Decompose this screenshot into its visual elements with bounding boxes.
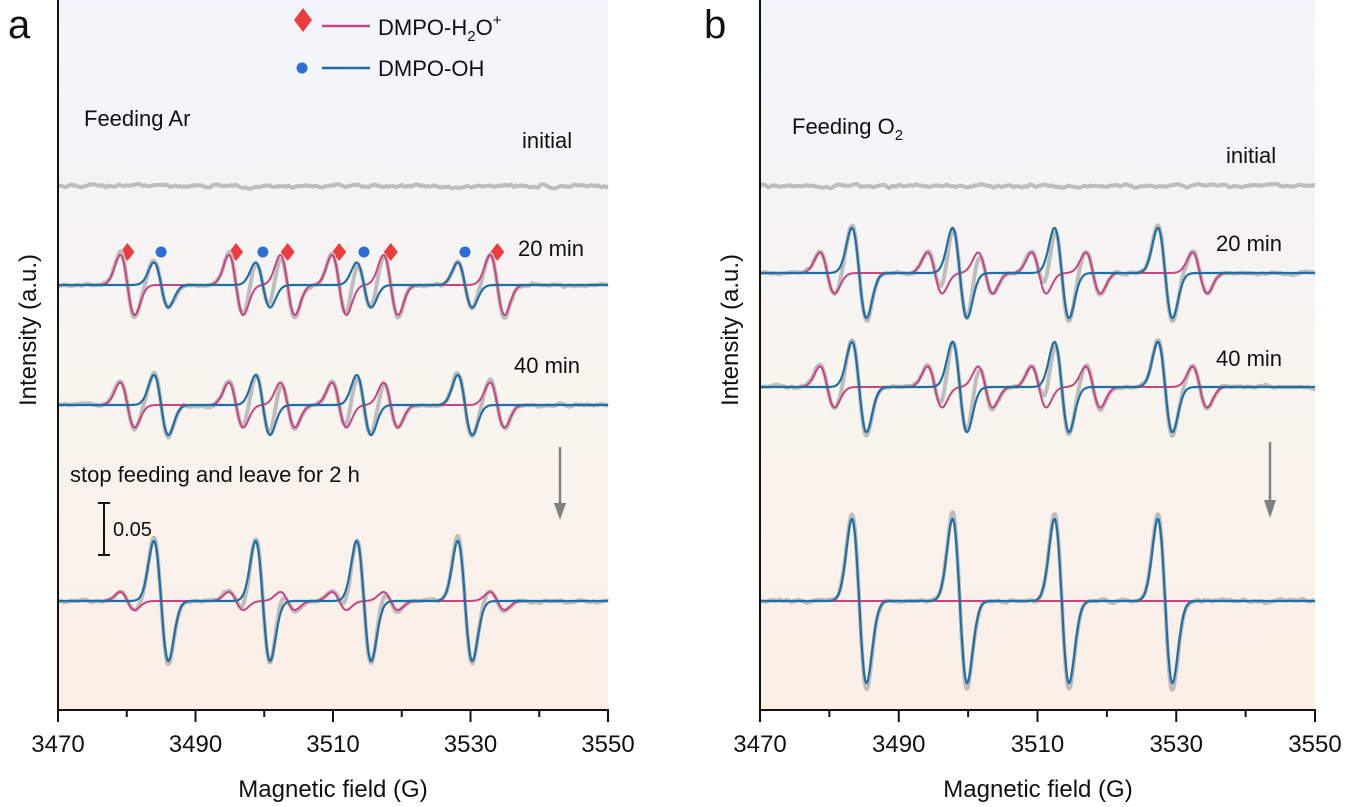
panel-a-annotation: stop feeding and leave for 2 h [70,462,360,487]
panel-b-label-40min: 40 min [1216,346,1282,371]
panel-a-x-axis: 3470 3490 3510 3530 3550 [31,0,635,758]
panel-b-tick-label: 3530 [1150,731,1203,758]
panel-b-experimental-trace-0 [758,181,1317,191]
panel-b-background [760,0,1315,710]
panel-b-dmpo-oh-fit-3 [760,517,1315,685]
panel-b-x-label: Magnetic field (G) [943,776,1132,803]
panel-a-x-label: Magnetic field (G) [238,776,427,803]
panel-b-title: Feeding O2 [792,114,903,144]
panel-a-dmpo-oh-fit-3 [58,539,608,663]
panel-b-dmpo-oh-fit-1 [760,226,1315,320]
panel-a-y-label: Intensity (a.u.) [15,254,42,406]
panel-a-tick-label: 3530 [444,731,497,758]
dmpo-oh-peak-marker [459,246,471,258]
panel-a-tick-label: 3490 [169,731,222,758]
legend-h2o-marker [294,8,312,32]
panel-a-experimental-trace-0 [56,181,610,191]
panel-a: a Feeding Ar DMPO-H2O+ DMPO-OH initial 2… [8,0,635,803]
legend-oh-label: DMPO-OH [378,56,484,81]
panel-b-label-initial: initial [1226,143,1276,168]
panel-a-label-40min: 40 min [514,353,580,378]
panel-b-label-20min: 20 min [1216,231,1282,256]
panel-a-arrow [554,447,566,520]
dmpo-oh-peak-marker [257,246,269,258]
legend-h2o-label: DMPO-H2O+ [378,12,502,45]
panel-a-title: Feeding Ar [84,106,190,131]
panel-b-tick-label: 3510 [1011,731,1064,758]
panel-a-dmpo-oh-fit-2 [58,373,608,437]
panel-b-x-axis: 3470 3490 3510 3530 3550 [733,0,1342,758]
panel-b-arrow-head [1264,500,1276,518]
panel-b-dmpo-oh-fit-2 [760,340,1315,434]
panel-b-tick-label: 3550 [1288,731,1341,758]
panel-a-traces [56,181,610,667]
panel-b-arrow [1264,442,1276,518]
panel-a-letter: a [8,3,31,47]
panel-b: b Feeding O2 initial 20 min 40 min 3470 3… [704,0,1342,803]
panel-a-arrow-head [554,503,566,520]
panel-a-tick-label: 3550 [581,731,634,758]
dmpo-oh-peak-marker [358,246,370,258]
panel-a-dmpo-h2o-fit-1 [58,253,608,317]
panel-b-tick-label: 3490 [872,731,925,758]
dmpo-oh-peak-marker [155,246,167,258]
panel-a-label-20min: 20 min [518,236,584,261]
panel-b-tick-label: 3470 [733,731,786,758]
legend-oh-marker [296,62,308,74]
panel-a-dmpo-h2o-fit-2 [58,381,608,429]
panel-a-tick-label: 3470 [31,731,84,758]
panel-a-dmpo-h2o-fit-3 [58,590,608,612]
panel-a-dmpo-oh-fit-1 [58,261,608,309]
scale-bar: 0.05 [98,502,152,556]
panel-b-letter: b [704,3,726,47]
panel-b-traces [758,181,1317,692]
dmpo-h2o-peak-marker [280,243,295,261]
panel-a-legend: DMPO-H2O+ DMPO-OH [294,8,502,81]
panel-b-y-label: Intensity (a.u.) [717,254,744,406]
scale-bar-label: 0.05 [113,519,152,541]
panel-a-label-initial: initial [522,128,572,153]
panel-a-tick-label: 3510 [306,731,359,758]
